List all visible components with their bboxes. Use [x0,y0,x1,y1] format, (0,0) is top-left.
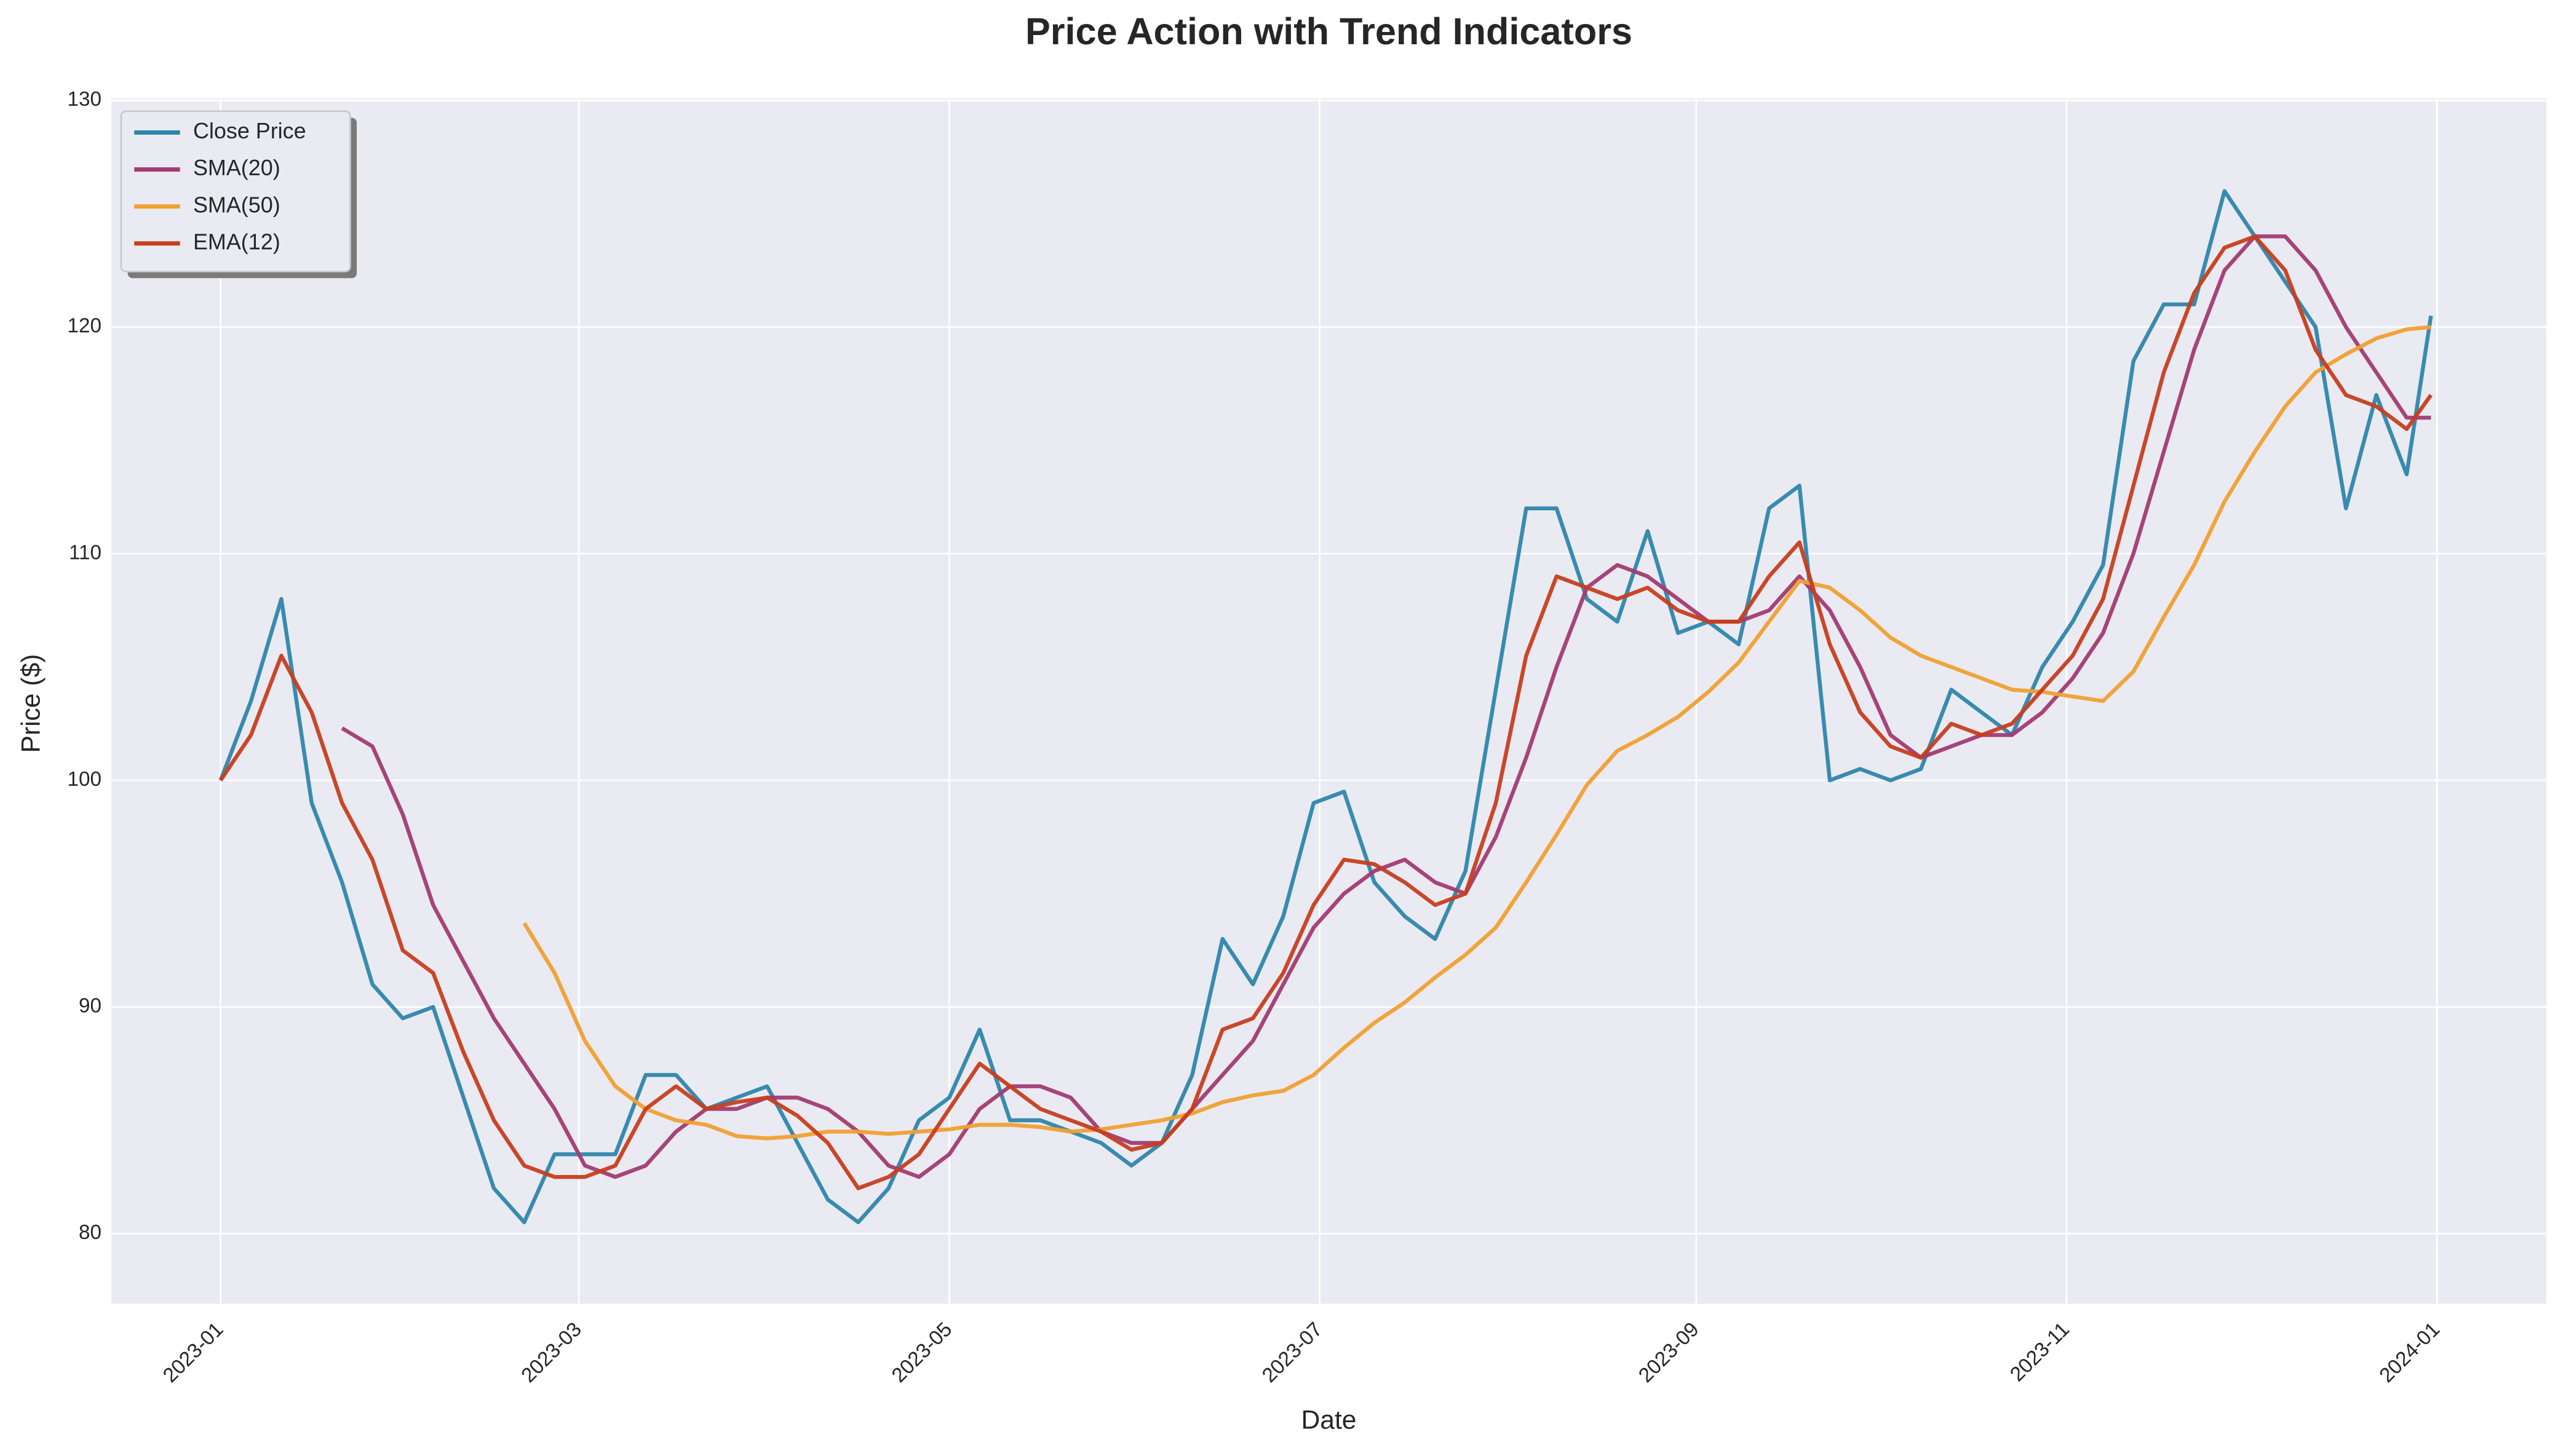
y-axis-label: Price ($) [16,654,46,753]
x-tick-label: 2023-11 [2006,1318,2074,1387]
y-tick-label: 100 [68,768,101,791]
series-line [219,234,2433,1190]
x-tick-label: 2023-09 [1634,1318,1703,1387]
series-line [218,189,2433,1225]
y-tick-label: 90 [79,994,101,1017]
plot-area [111,98,2547,1304]
y-tick-label: 130 [68,88,101,111]
legend-label: SMA(20) [193,155,280,180]
grid [111,98,2547,1304]
legend-label: EMA(12) [193,229,280,254]
y-tick-label: 110 [69,541,101,564]
series-line [341,234,2431,1179]
x-axis-label: Date [1301,1405,1357,1434]
x-tick-label: 2024-01 [2375,1318,2444,1387]
legend-box [120,110,351,273]
legend: Close Price SMA(20) SMA(50) EMA(12) [120,110,357,279]
lines [218,189,2433,1225]
x-tick-label: 2023-07 [1258,1318,1327,1387]
x-tick-label: 2023-03 [517,1318,586,1387]
series-line [522,325,2431,1141]
x-tick-label: 2023-05 [888,1318,956,1387]
legend-label: SMA(50) [193,192,280,217]
legend-label: Close Price [193,118,306,143]
x-tick-label: 2023-01 [159,1318,228,1387]
chart-title: Price Action with Trend Indicators [1025,10,1632,52]
y-tick-label: 120 [68,315,101,338]
y-tick-label: 80 [79,1221,101,1244]
